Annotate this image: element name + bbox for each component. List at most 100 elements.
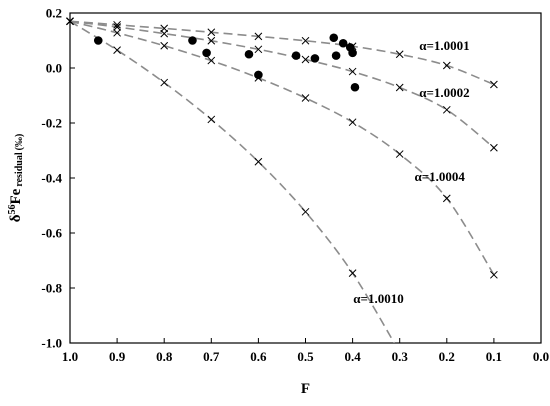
curve-x-marker — [442, 105, 451, 114]
y-axis-unit: (‰) — [14, 134, 25, 151]
curve-x-marker — [301, 94, 310, 102]
curve-x-marker — [348, 118, 357, 127]
curve-x-marker — [160, 41, 169, 50]
sample-data-point — [202, 48, 211, 58]
x-marker-stroke — [348, 118, 357, 127]
x-tick-label: 0.3 — [392, 349, 409, 364]
x-tick-label: 0.2 — [439, 349, 455, 364]
plot-frame — [69, 12, 542, 344]
model-curves — [70, 20, 495, 343]
x-marker-stroke — [207, 36, 216, 45]
curve-x-marker — [395, 50, 404, 59]
curve-label: α=1.0001 — [419, 38, 469, 53]
x-marker-stroke — [301, 207, 310, 216]
curve-x-marker — [301, 207, 310, 216]
x-marker-stroke — [160, 29, 169, 38]
sample-data-point — [348, 48, 357, 58]
sample-data-point — [93, 36, 103, 45]
curve-x-marker — [395, 150, 404, 158]
y-tick-label: 0.2 — [46, 6, 62, 21]
sample-data-point — [329, 33, 339, 43]
x-marker-stroke — [113, 28, 121, 37]
curve-x-marker — [207, 36, 216, 45]
y-tick-label: -0.4 — [41, 171, 62, 186]
curve-x-marker — [113, 46, 121, 54]
curve-label: α=1.0002 — [419, 85, 469, 100]
y-tick-label: -1.0 — [41, 336, 62, 351]
curve-x-marker — [160, 29, 169, 38]
x-tick-label: 0.0 — [533, 349, 549, 364]
x-marker-stroke — [207, 115, 216, 124]
curve-x-marker — [113, 20, 121, 29]
x-marker-stroke — [442, 194, 451, 203]
x-marker-stroke — [442, 105, 451, 114]
y-tick-label: 0.0 — [46, 61, 62, 76]
x-marker-stroke — [113, 46, 121, 54]
x-marker-stroke — [113, 20, 121, 29]
y-axis-element: Fe — [8, 188, 24, 204]
y-axis-superscript: 56 — [7, 204, 18, 214]
x-marker-stroke — [254, 45, 263, 54]
x-marker-stroke — [442, 61, 451, 70]
data-points — [66, 17, 498, 279]
x-marker-stroke — [254, 157, 263, 166]
curve-x-marker — [490, 270, 498, 279]
curve-x-marker — [348, 67, 357, 76]
x-marker-stroke — [207, 28, 216, 37]
x-tick-label: 0.4 — [344, 349, 361, 364]
x-marker-stroke — [301, 94, 310, 102]
curve-x-marker — [301, 36, 310, 45]
x-marker-stroke — [66, 17, 74, 26]
curve-x-marker — [254, 32, 263, 41]
y-tick-label: -0.6 — [41, 226, 62, 241]
x-marker-stroke — [348, 269, 357, 278]
curve-x-marker — [160, 78, 169, 87]
curve-label: α=1.0004 — [415, 169, 466, 184]
x-marker-stroke — [490, 270, 498, 279]
x-marker-stroke — [348, 67, 357, 76]
y-tick-label: -0.8 — [41, 281, 62, 296]
x-marker-stroke — [301, 55, 310, 64]
curve-line — [70, 20, 495, 86]
x-axis-title: F — [301, 381, 310, 397]
x-marker-stroke — [207, 56, 216, 65]
curve-labels: α=1.0001 α=1.0002 α=1.0004 α=1.0010 — [353, 38, 469, 306]
sample-data-point — [331, 51, 341, 60]
curve-x-marker — [113, 23, 121, 31]
x-marker-stroke — [490, 80, 498, 89]
y-axis-title: δ56Fe residual(‰) — [7, 134, 25, 223]
sample-data-point — [310, 54, 320, 63]
x-tick-label: 0.8 — [156, 349, 173, 364]
curve-line — [70, 20, 495, 149]
curve-x-marker — [442, 194, 451, 203]
x-tick-label: 0.5 — [297, 349, 314, 364]
x-tick-label: 0.6 — [250, 349, 267, 364]
curve-line — [70, 20, 495, 276]
curve-x-marker — [490, 80, 498, 89]
curve-x-marker — [442, 61, 451, 70]
x-marker-stroke — [160, 78, 169, 87]
sample-data-point — [188, 36, 197, 45]
curve-x-marker — [490, 143, 498, 152]
curve-x-marker — [66, 17, 74, 26]
curve-label: α=1.0010 — [353, 291, 403, 306]
sample-data-point — [254, 70, 263, 80]
x-tick-label: 0.9 — [109, 349, 126, 364]
curve-x-marker — [254, 157, 263, 166]
curve-x-marker — [113, 28, 121, 37]
x-tick-label: 0.7 — [203, 349, 220, 364]
chart-axes: 1.0 0.9 0.8 0.7 0.6 0.5 0.4 0.3 0.2 0.1 0.0 0.2 0.0 -… — [41, 6, 549, 365]
y-axis-subscript: residual — [14, 152, 25, 186]
sample-data-point — [338, 38, 348, 48]
curve-x-marker — [207, 115, 216, 124]
x-marker-stroke — [490, 143, 498, 152]
x-marker-stroke — [160, 41, 169, 50]
y-axis-delta: δ — [8, 214, 24, 222]
y-tick-label: -0.2 — [41, 116, 62, 131]
curve-x-marker — [207, 56, 216, 65]
x-marker-stroke — [395, 83, 404, 92]
x-tick-label: 1.0 — [62, 349, 78, 364]
x-marker-stroke — [113, 23, 121, 31]
sample-data-point — [291, 51, 301, 60]
